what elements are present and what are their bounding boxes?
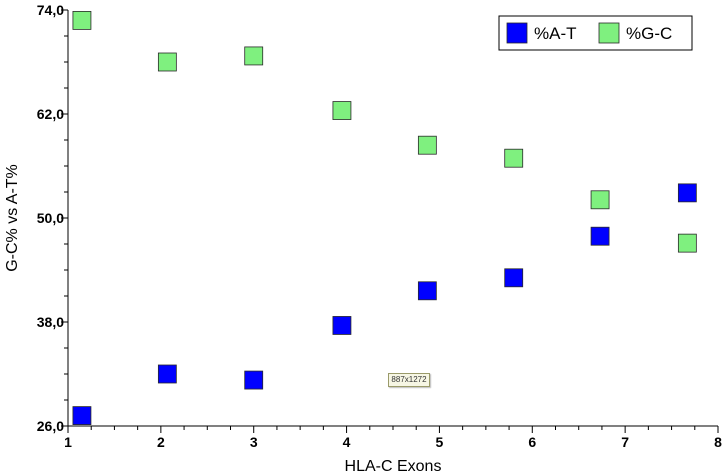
image-size-stamp: 887x1272 (388, 373, 430, 387)
data-point (504, 268, 524, 288)
x-tick-label: 6 (528, 434, 536, 450)
data-point (332, 316, 352, 335)
legend-box (498, 15, 693, 51)
data-point (244, 46, 264, 66)
data-point (590, 190, 610, 210)
data-point (157, 364, 177, 384)
x-tick-label: 4 (343, 434, 351, 450)
x-tick-label: 7 (621, 434, 629, 450)
x-tick-label: 5 (436, 434, 444, 450)
data-point (677, 183, 697, 203)
x-tick-label: 1 (64, 434, 72, 450)
series-1 (72, 183, 697, 426)
x-axis: 1 2 3 4 5 6 7 8 (64, 425, 722, 450)
data-point (72, 10, 92, 30)
data-point (244, 370, 264, 390)
y-axis: 26,0 38,0 50,0 62,0 74,0 (37, 2, 69, 434)
data-points (72, 10, 697, 426)
data-point (504, 148, 524, 168)
y-axis-title: G-C% vs A-T% (4, 164, 21, 272)
legend: %A-T %G-C (498, 15, 693, 51)
y-tick-label: 74,0 (37, 2, 64, 18)
y-tick-label: 38,0 (37, 314, 64, 330)
x-tick-label: 8 (714, 434, 722, 450)
legend-label: %A-T (534, 24, 577, 43)
x-axis-title: HLA-C Exons (345, 458, 442, 474)
y-tick-label: 26,0 (37, 418, 64, 434)
data-point (72, 406, 92, 426)
data-point (417, 281, 437, 301)
data-point (590, 226, 610, 246)
series-2 (72, 10, 697, 253)
data-point (677, 233, 697, 253)
legend-swatch (506, 22, 528, 44)
data-point (417, 135, 437, 155)
legend-label: %G-C (626, 24, 672, 43)
data-point (332, 101, 352, 120)
y-tick-label: 62,0 (37, 106, 64, 122)
y-tick-label: 50,0 (37, 210, 64, 226)
x-tick-label: 2 (157, 434, 165, 450)
legend-swatch (598, 22, 620, 44)
data-point (157, 52, 177, 72)
x-tick-label: 3 (250, 434, 258, 450)
